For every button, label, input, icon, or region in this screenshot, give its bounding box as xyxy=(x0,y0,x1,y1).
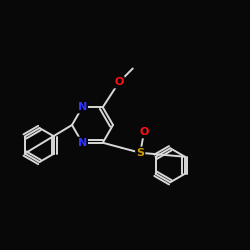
Text: O: O xyxy=(139,127,149,137)
Text: S: S xyxy=(136,148,144,158)
Text: O: O xyxy=(114,77,124,87)
Text: N: N xyxy=(78,138,87,148)
Text: N: N xyxy=(78,102,87,112)
